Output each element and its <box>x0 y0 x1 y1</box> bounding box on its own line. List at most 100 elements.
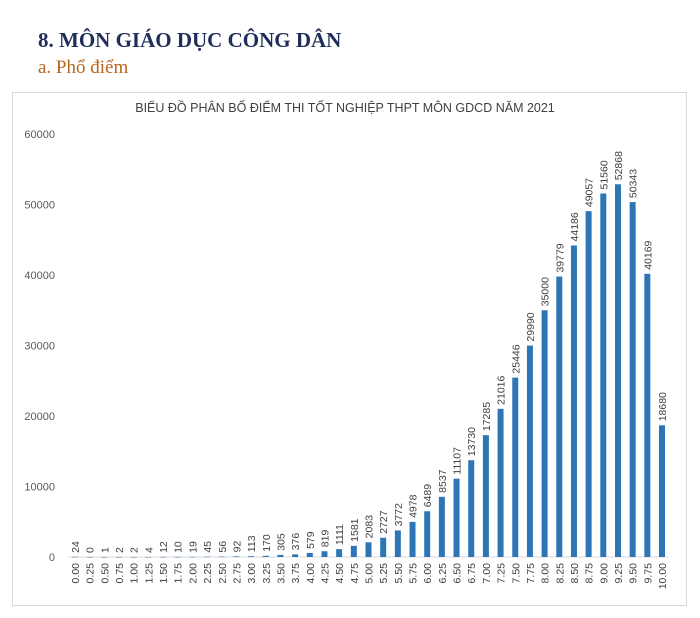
bar <box>292 554 299 557</box>
y-tick-label: 0 <box>49 552 55 564</box>
x-tick-label: 7.50 <box>510 563 522 584</box>
x-tick-label: 4.25 <box>319 563 331 584</box>
bar <box>526 345 533 557</box>
bar <box>512 377 519 557</box>
bar <box>116 556 123 558</box>
x-tick-label: 3.50 <box>275 563 287 584</box>
x-tick-label: 9.25 <box>613 563 625 584</box>
data-label: 21016 <box>496 375 508 404</box>
x-tick-label: 2.25 <box>202 563 214 584</box>
data-label: 1581 <box>349 518 361 542</box>
x-tick-label: 4.00 <box>305 563 317 584</box>
x-tick-label: 8.25 <box>554 563 566 584</box>
y-tick-label: 20000 <box>24 411 55 423</box>
bar <box>600 193 607 557</box>
data-label: 40169 <box>642 240 654 269</box>
x-tick-label: 7.25 <box>496 563 508 584</box>
data-label: 17285 <box>481 402 493 431</box>
x-tick-label: 1.00 <box>129 563 141 584</box>
data-label: 51560 <box>598 160 610 189</box>
x-tick-label: 8.75 <box>584 563 596 584</box>
bar <box>204 556 211 558</box>
data-label: 376 <box>290 533 302 551</box>
x-tick-label: 10.00 <box>657 563 669 589</box>
x-tick-label: 9.50 <box>628 563 640 584</box>
data-label: 4 <box>143 547 155 553</box>
bar <box>160 556 167 558</box>
x-tick-label: 6.50 <box>452 563 464 584</box>
bar <box>438 496 445 557</box>
data-label: 1111 <box>334 524 346 545</box>
x-tick-label: 5.00 <box>364 563 376 584</box>
x-tick-label: 5.50 <box>393 563 405 584</box>
bar <box>336 549 343 557</box>
data-label: 92 <box>231 541 243 553</box>
data-label: 6489 <box>422 484 434 508</box>
bar <box>350 545 357 557</box>
data-label: 8537 <box>437 469 449 493</box>
data-label: 2727 <box>378 510 390 534</box>
x-tick-label: 2.75 <box>231 563 243 584</box>
bar <box>614 184 621 558</box>
bar <box>644 273 651 557</box>
data-label: 4978 <box>408 494 420 518</box>
data-label: 305 <box>275 533 287 551</box>
x-tick-label: 1.25 <box>143 563 155 584</box>
bar <box>629 202 636 557</box>
x-tick-label: 6.75 <box>466 563 478 584</box>
x-tick-label: 0.75 <box>114 563 126 584</box>
data-label: 19 <box>187 541 199 553</box>
x-tick-label: 5.75 <box>408 563 420 584</box>
x-tick-label: 8.50 <box>569 563 581 584</box>
data-label: 2 <box>114 547 126 553</box>
x-tick-label: 1.75 <box>173 563 185 584</box>
bar <box>482 435 489 557</box>
bar <box>453 478 460 557</box>
y-tick-label: 60000 <box>24 129 55 141</box>
data-label: 50343 <box>628 169 640 198</box>
data-label: 2 <box>129 547 141 553</box>
data-label: 579 <box>305 531 317 549</box>
bar <box>424 511 431 557</box>
x-tick-label: 4.50 <box>334 563 346 584</box>
bar <box>174 556 181 558</box>
data-label: 24 <box>70 541 82 553</box>
data-label: 52868 <box>613 151 625 180</box>
bar <box>277 554 284 557</box>
chart-title: BIỂU ĐỒ PHÂN BỐ ĐIỂM THI TỐT NGHIỆP THPT… <box>135 100 555 115</box>
bar <box>130 556 137 558</box>
x-tick-label: 3.25 <box>261 563 273 584</box>
x-tick-label: 1.50 <box>158 563 170 584</box>
data-label: 10 <box>173 541 185 553</box>
bar <box>541 310 548 557</box>
bar <box>145 556 152 558</box>
x-tick-label: 6.00 <box>422 563 434 584</box>
x-tick-label: 7.00 <box>481 563 493 584</box>
y-tick-label: 10000 <box>24 482 55 494</box>
x-tick-label: 0.25 <box>85 563 97 584</box>
chart-frame <box>12 92 687 606</box>
data-label: 35000 <box>540 277 552 306</box>
x-tick-label: 0.00 <box>70 563 82 584</box>
bar <box>72 556 78 558</box>
bar <box>468 460 475 557</box>
x-tick-label: 4.75 <box>349 563 361 584</box>
x-tick-label: 9.75 <box>642 563 654 584</box>
x-tick-label: 7.75 <box>525 563 537 584</box>
data-label: 11107 <box>452 447 464 475</box>
x-tick-label: 0.50 <box>99 563 111 584</box>
bar <box>218 556 225 558</box>
data-label: 29990 <box>525 312 537 341</box>
bar <box>365 542 372 557</box>
data-label: 45 <box>202 541 214 553</box>
bar <box>556 276 563 557</box>
y-tick-label: 50000 <box>24 200 55 212</box>
bar <box>101 556 108 558</box>
x-tick-label: 9.00 <box>598 563 610 584</box>
x-tick-label: 8.00 <box>540 563 552 584</box>
bar <box>570 245 577 557</box>
bar <box>233 556 240 557</box>
data-label: 3772 <box>393 503 405 527</box>
bar <box>248 556 255 557</box>
